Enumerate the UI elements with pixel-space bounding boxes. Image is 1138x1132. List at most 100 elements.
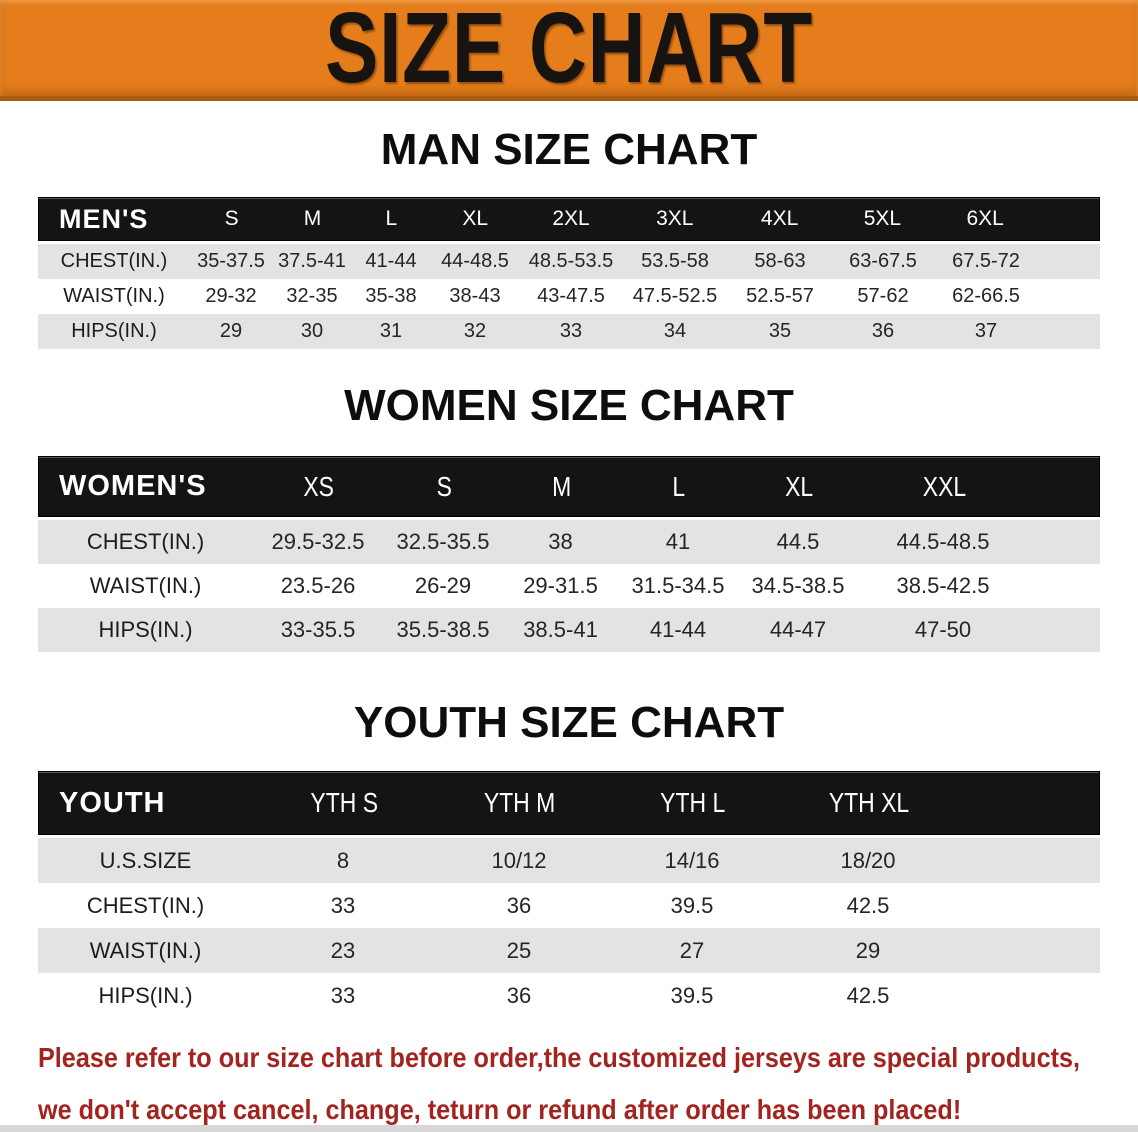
header-filler [958, 771, 1099, 835]
size-column-header: L [352, 197, 430, 241]
row-filler [957, 883, 1098, 928]
size-value-cell: 31.5-34.5 [631, 573, 725, 598]
size-column-header-text: M [551, 470, 572, 502]
size-value-cell: 37.5-41 [278, 250, 346, 272]
size-value-cell: 29 [855, 937, 881, 963]
size-value-cell: 38-43 [449, 285, 501, 307]
size-column-header-text: L [672, 470, 686, 502]
size-column-header-text: S [436, 470, 452, 502]
size-value-cell: 53.5-58 [641, 250, 709, 272]
row-label: HIPS(IN.) [98, 617, 193, 642]
banner-title: SIZE CHART [325, 0, 813, 104]
size-value-cell: 63-67.5 [849, 250, 917, 272]
man-size-table: MEN'S S M L XL 2XL 3XL 4XL 5XL 6XL CHEST(IN.) 35-37… [38, 197, 1100, 349]
size-value-cell: 42.5 [846, 982, 890, 1008]
size-column-header-text: YTH M [484, 787, 556, 818]
row-label: CHEST(IN.) [60, 250, 168, 272]
size-column-header: L [619, 456, 739, 517]
size-value-cell: 25 [506, 937, 532, 963]
size-value-cell: 44.5 [776, 529, 820, 554]
bottom-edge-strip [0, 1125, 1138, 1132]
size-value-cell: 8 [336, 847, 350, 873]
row-label: CHEST(IN.) [86, 529, 205, 554]
size-value-cell: 37 [974, 320, 998, 342]
corner-label: WOMEN'S [59, 470, 207, 502]
size-value-cell: 29.5-32.5 [271, 529, 365, 554]
size-column-header-text: 4XL [760, 207, 799, 230]
size-column-header-text: XL [784, 470, 814, 502]
row-label: CHEST(IN.) [86, 892, 205, 918]
size-column-header-text: YTH XL [828, 787, 910, 818]
row-label: U.S.SIZE [99, 847, 192, 873]
youth-size-table: YOUTH YTH S YTH M YTH L YTH XL U.S.SIZE 8 10/12… [38, 771, 1100, 1018]
size-value-cell: 38.5-41 [523, 617, 598, 642]
table-header-row: MEN'S S M L XL 2XL 3XL 4XL 5XL 6XL [38, 197, 1100, 241]
size-value-cell: 29 [219, 320, 243, 342]
size-column-header-text: XXL [922, 470, 966, 502]
size-column-header: S [191, 197, 273, 241]
row-filler [1028, 564, 1098, 608]
row-filler [1038, 314, 1100, 349]
size-value-cell: 26-29 [414, 573, 472, 598]
size-value-cell: 23.5-26 [280, 573, 356, 598]
size-value-cell: 35-38 [365, 285, 417, 307]
size-value-cell: 47.5-52.5 [632, 285, 718, 307]
size-value-cell: 34.5-38.5 [751, 573, 845, 598]
disclaimer-line-1: Please refer to our size chart before or… [38, 1032, 1138, 1084]
size-value-cell: 39.5 [670, 892, 714, 918]
size-value-cell: 31 [379, 320, 403, 342]
size-value-cell: 41 [665, 529, 691, 554]
size-column-header-text: YTH S [310, 787, 378, 818]
size-value-cell: 58-63 [754, 250, 806, 272]
row-label: WAIST(IN.) [63, 285, 165, 307]
size-value-cell: 41-44 [649, 617, 707, 642]
size-value-cell: 33-35.5 [280, 617, 356, 642]
row-filler [1038, 244, 1100, 279]
row-filler [1028, 608, 1098, 652]
size-column-header-text: XS [303, 470, 335, 502]
row-filler [1038, 279, 1100, 314]
size-value-cell: 23 [330, 937, 356, 963]
table-row: WAIST(IN.) 23.5-26 26-29 29-31.5 31.5-34.5 34… [38, 564, 1100, 608]
row-filler [957, 838, 1098, 883]
size-column-header-text: L [385, 207, 398, 230]
size-value-cell: 38 [548, 529, 573, 554]
size-column-header-text: 2XL [552, 207, 590, 230]
size-value-cell: 44.5-48.5 [896, 529, 990, 554]
table-row: HIPS(IN.) 29 30 31 32 33 34 35 36 37 [38, 314, 1100, 349]
size-value-cell: 52.5-57 [746, 285, 814, 307]
size-column-header: YTH M [434, 771, 606, 835]
size-column-header-text: M [303, 207, 322, 230]
size-column-header: XS [254, 456, 384, 517]
corner-label: MEN'S [59, 203, 149, 234]
size-column-header: 3XL [622, 197, 728, 241]
table-row: WAIST(IN.) 23 25 27 29 [38, 928, 1100, 973]
disclaimer-line-2: we don't accept cancel, change, teturn o… [38, 1084, 1138, 1132]
size-value-cell: 10/12 [491, 847, 547, 873]
size-column-header: 5XL [832, 197, 934, 241]
size-value-cell: 42.5 [846, 892, 890, 918]
size-column-header-text: XL [462, 207, 489, 230]
size-value-cell: 36 [506, 982, 532, 1008]
size-value-cell: 33 [559, 320, 583, 342]
size-value-cell: 33 [330, 982, 356, 1008]
row-label: WAIST(IN.) [89, 573, 202, 598]
row-label: HIPS(IN.) [98, 982, 193, 1008]
table-header-row: YOUTH YTH S YTH M YTH L YTH XL [38, 771, 1100, 835]
size-column-header: 6XL [933, 197, 1037, 241]
size-value-cell: 43-47.5 [537, 285, 605, 307]
table-row: CHEST(IN.) 33 36 39.5 42.5 [38, 883, 1100, 928]
row-filler [957, 928, 1098, 973]
size-value-cell: 32-35 [286, 285, 338, 307]
table-row: CHEST(IN.) 35-37.5 37.5-41 41-44 44-48.5 48.5… [38, 244, 1100, 279]
size-column-header: XXL [859, 456, 1029, 517]
header-filler [1029, 456, 1099, 517]
table-row: CHEST(IN.) 29.5-32.5 32.5-35.5 38 41 44.5 44.5… [38, 520, 1100, 564]
disclaimer: Please refer to our size chart before or… [38, 1032, 1138, 1132]
size-column-header: M [504, 456, 619, 517]
table-row: HIPS(IN.) 33-35.5 35.5-38.5 38.5-41 41-44 44-… [38, 608, 1100, 652]
size-column-header: M [273, 197, 353, 241]
size-value-cell: 35 [768, 320, 792, 342]
size-value-cell: 30 [300, 320, 324, 342]
size-value-cell: 44-48.5 [441, 250, 509, 272]
